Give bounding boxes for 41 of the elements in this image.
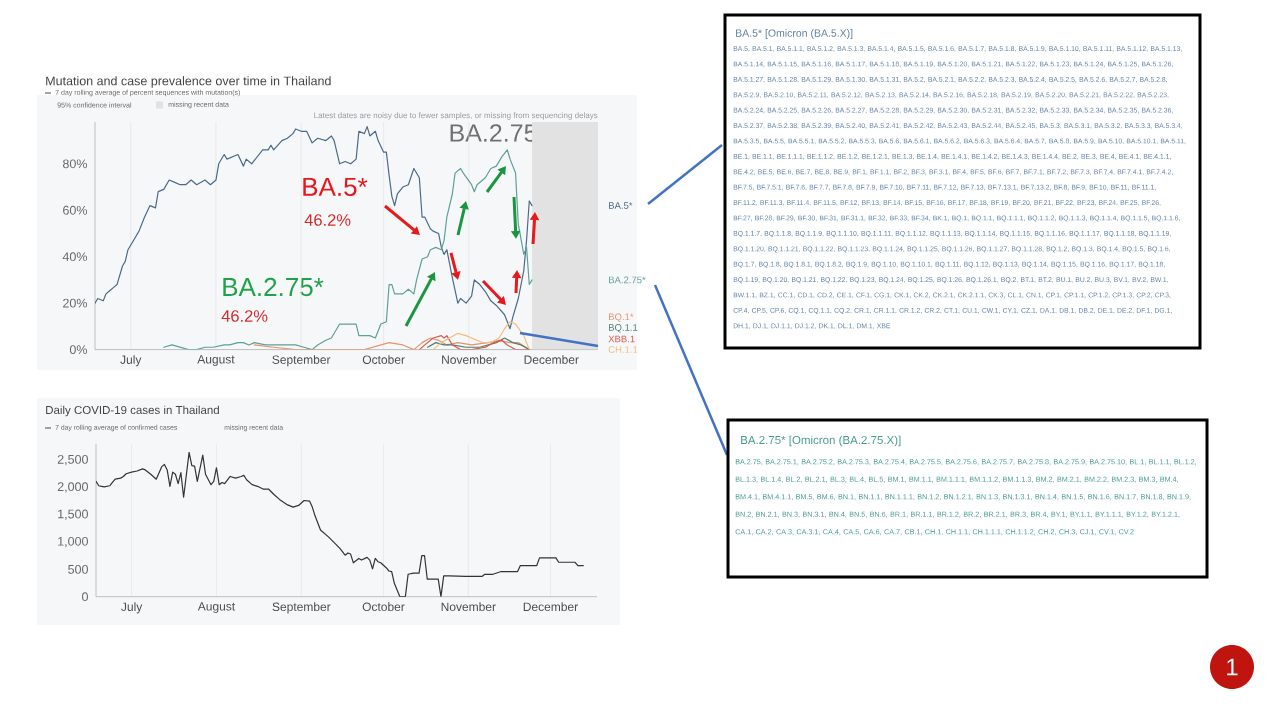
y-tick-label: 2,500 [57,454,88,466]
annotation: 46.2% [304,214,351,226]
x-tick-label: November [441,602,496,612]
x-tick-label: July [121,602,143,614]
annotation: BA.2.75* [223,277,324,297]
x-tick-label: December [524,355,579,364]
x-tick-label: October [362,602,405,612]
y-tick-label: 40% [62,252,88,262]
x-tick-label: August [197,355,235,366]
x-tick-label: August [197,602,236,613]
y-tick-label: 0 [82,592,88,602]
y-tick-label: 80% [63,159,88,169]
x-tick-label: November [442,355,497,364]
text: 1 [1227,658,1238,676]
annotation: BA.5* [303,177,368,197]
annotation: 46.2% [221,310,268,322]
text: XBB.1 [608,335,635,343]
chart-title: Daily COVID-19 cases in Thailand [46,405,219,417]
text: CH.1.1 [608,346,638,353]
text: Latest dates are noisy due to fewer samples, or missing from sequencing delays [314,112,598,120]
y-tick-label: 60% [63,205,88,215]
text: BQ.1.1 [608,324,638,333]
x-tick-label: September [272,355,331,367]
text: BA.2.75* [Omicron (BA.2.75.X)] [741,435,901,447]
text: BA.5* [608,202,633,209]
text: BA.5* [Omicron (BA.5.X)] [736,29,853,39]
y-tick-label: 1,000 [58,536,88,548]
y-tick-label: 0% [69,345,88,355]
text: BA.2.75* [608,276,646,284]
y-tick-label: 2,000 [57,482,88,493]
x-tick-label: July [120,355,142,367]
y-tick-label: 20% [63,298,88,308]
x-tick-label: December [523,602,578,612]
x-tick-label: September [272,602,331,614]
line-series [426,337,530,350]
chart-title: Mutation and case prevalence over time in Thailand [46,76,331,88]
text: BQ.1* [608,313,634,322]
y-tick-label: 500 [68,564,88,574]
line-series [432,321,530,350]
y-tick-label: 1,500 [58,509,88,520]
x-tick-label: October [362,355,405,364]
